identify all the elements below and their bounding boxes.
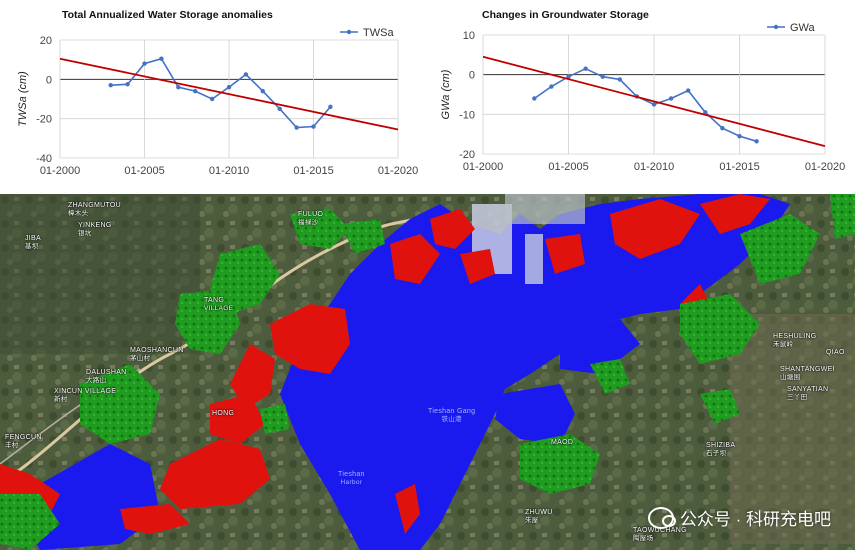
data-point [193, 88, 198, 94]
y-tick-label: -20 [36, 114, 52, 126]
y-axis-label: GWa (cm) [440, 69, 452, 119]
data-point [125, 82, 130, 87]
y-tick-label: -40 [36, 153, 52, 165]
data-point [532, 96, 537, 101]
x-tick-label: 01-2005 [124, 165, 164, 177]
data-point [617, 77, 622, 82]
x-tick-label: 01-2010 [634, 161, 674, 173]
data-point [651, 102, 657, 107]
place-label: TANG VILLAGE [204, 297, 234, 312]
place-label: QIAO [826, 349, 845, 356]
x-tick-label: 01-2000 [40, 165, 80, 177]
map-canvas [0, 194, 855, 550]
data-point [668, 96, 674, 101]
y-tick-label: 10 [463, 30, 475, 42]
legend-marker [346, 29, 352, 35]
x-tick-label: 01-2005 [548, 161, 588, 173]
x-tick-label: 01-2015 [293, 165, 333, 177]
watermark: 公众号 · 科研充电吧 [647, 505, 831, 530]
data-point [159, 56, 164, 61]
data-point [686, 88, 691, 93]
place-label: ZHANGMUTOU 樟木头 [68, 202, 122, 217]
y-axis-label: TWSa (cm) [17, 71, 29, 127]
data-point [566, 74, 571, 79]
place-label: SHANTANGWEI 山塘围 [780, 366, 835, 381]
place-label: FENGCUN 丰村 [5, 434, 42, 449]
gwa-chart: -20 -10 0 10 01-2000 01-2005 01-2010 01-2015 01-… [440, 22, 845, 173]
data-point [754, 139, 759, 144]
water-label: Tieshan Gang 铁山港 [428, 408, 476, 423]
y-tick-label: 0 [46, 74, 52, 86]
watermark-text: 公众号 · 科研充电吧 [679, 510, 831, 529]
place-label: HONG [212, 410, 235, 417]
place-label: JIBA 基坝 [25, 235, 41, 250]
water-label: Tieshan Harbor [338, 471, 365, 486]
data-point [142, 61, 147, 66]
x-tick-label: 01-2010 [209, 165, 249, 177]
data-point [583, 66, 588, 71]
place-label: TAOWUCHANG 陶屋场 [633, 527, 687, 542]
x-tick-label: 01-2020 [378, 165, 418, 177]
y-tick-label: -10 [459, 109, 475, 121]
chart-title: Changes in Groundwater Storage [482, 9, 649, 21]
data-point [737, 133, 742, 139]
y-tick-label: 20 [40, 35, 52, 47]
data-point [294, 125, 299, 130]
place-label: MAOD [551, 439, 574, 446]
legend-marker [773, 24, 779, 30]
data-point [277, 106, 282, 112]
data-point [600, 74, 605, 79]
y-tick-label: -20 [459, 149, 475, 161]
y-tick-label: 0 [469, 70, 475, 82]
gwa-chart-panel: Changes in Groundwater Storage -20 -10 0 10… [425, 0, 855, 190]
x-tick-label: 01-2015 [719, 161, 759, 173]
data-point [243, 72, 249, 77]
place-label: XINCUN VILLAGE 新村 [54, 388, 117, 403]
data-point [703, 110, 708, 115]
east-ponds-water [495, 384, 575, 444]
x-tick-label: 01-2000 [463, 161, 503, 173]
place-label: MAOSHANCUN 茅山村 [130, 347, 184, 362]
data-point [176, 85, 181, 90]
series-line [533, 67, 757, 143]
data-point [260, 88, 265, 94]
trend-line [482, 55, 826, 147]
place-label: FULUO 福禄沙 [298, 211, 324, 226]
twsa-chart: -40 -20 0 20 01-2000 01-2005 01-2010 01-2015 01-… [17, 27, 418, 177]
legend-label: TWSa [363, 27, 394, 39]
place-label: DALUSHAN 大路山 [86, 369, 127, 384]
data-point [209, 96, 215, 102]
wechat-icon [647, 506, 676, 529]
data-point [226, 85, 232, 90]
legend-label: GWa [790, 22, 816, 34]
place-label: YINKENG 银坑 [78, 222, 112, 237]
x-tick-label: 01-2020 [805, 161, 845, 173]
harbor-water [280, 194, 790, 550]
place-label: SHIZIBA 石子坝 [706, 442, 736, 457]
place-label: HESHULING 禾鼠岭 [773, 333, 817, 348]
data-point [720, 126, 725, 131]
twsa-chart-panel: Total Annualized Water Storage anomalies… [0, 0, 420, 190]
place-label: ZHUWU 朱屋 [525, 509, 553, 524]
farmland-area [730, 314, 855, 544]
place-label: SANYATIAN 三丫田 [787, 386, 829, 401]
data-point [549, 84, 554, 89]
chart-title: Total Annualized Water Storage anomalies [62, 9, 273, 21]
data-point [108, 83, 113, 88]
satellite-map[interactable]: ZHANGMUTOU 樟木头 YINKENG 银坑 JIBA 基坝 FULUO 福禄沙 … [0, 194, 855, 550]
green-class-patches [0, 194, 855, 550]
data-point [328, 104, 333, 110]
data-point [311, 124, 316, 129]
trend-line [59, 57, 399, 131]
